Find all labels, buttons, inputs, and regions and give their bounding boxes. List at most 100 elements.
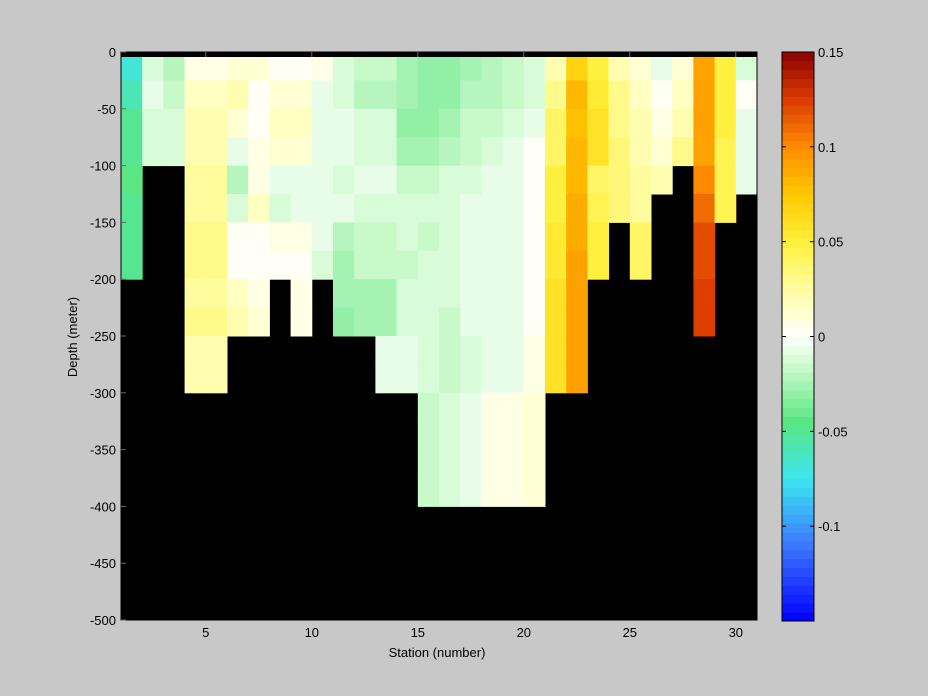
colorbar-swatch xyxy=(782,558,814,569)
heatmap-cell xyxy=(439,194,461,223)
heatmap-cell xyxy=(290,137,313,167)
heatmap-cell xyxy=(227,165,249,195)
heatmap-cell xyxy=(735,80,758,110)
heatmap-cell xyxy=(184,80,207,110)
colorbar-swatch xyxy=(782,603,814,613)
heatmap-cell xyxy=(396,222,419,252)
heatmap-cell xyxy=(375,165,398,195)
heatmap-cell xyxy=(523,336,546,365)
heatmap-cell xyxy=(608,194,631,223)
heatmap-cell xyxy=(523,421,546,451)
heatmap-cell xyxy=(460,250,482,280)
x-tick-label: 10 xyxy=(305,625,319,640)
colorbar-swatch xyxy=(782,140,814,151)
heatmap-cell xyxy=(311,108,334,138)
colorbar-swatch xyxy=(782,487,814,498)
heatmap-cell xyxy=(417,137,440,167)
colorbar-swatch xyxy=(782,354,814,364)
heatmap-cell xyxy=(396,364,419,394)
heatmap-cell xyxy=(121,194,143,223)
heatmap-cell xyxy=(227,137,249,167)
heatmap-cell xyxy=(481,336,504,365)
heatmap-cell xyxy=(566,336,588,365)
colorbar xyxy=(781,51,815,622)
heatmap-cell xyxy=(333,222,355,252)
heatmap-cell xyxy=(545,250,567,280)
heatmap-cell xyxy=(502,364,525,394)
heatmap-cell xyxy=(545,222,567,252)
heatmap-cell xyxy=(439,307,461,337)
heatmap-cell xyxy=(375,364,398,394)
colorbar-swatch xyxy=(782,300,814,311)
heatmap-cell xyxy=(375,307,398,337)
heatmap-cell xyxy=(587,52,610,81)
colorbar-swatch xyxy=(782,149,814,160)
heatmap-cell xyxy=(460,307,482,337)
heatmap-cell xyxy=(396,108,419,138)
y-tick-label: -250 xyxy=(90,329,116,344)
heatmap-cell xyxy=(375,194,398,223)
heatmap-cell xyxy=(290,250,313,280)
colorbar-swatch xyxy=(782,469,814,480)
y-axis-ticks: 0 -50 -100 -150 -200 -250 -300 -350 -400 -450 -500 xyxy=(90,45,126,628)
x-tick-label: 25 xyxy=(623,625,637,640)
heatmap-cell xyxy=(651,52,673,81)
heatmap-cell xyxy=(735,137,758,167)
colorbar-swatch xyxy=(782,567,814,578)
colorbar-tick-label: 0 xyxy=(818,330,825,345)
heatmap-cell xyxy=(290,222,313,252)
heatmap-cell xyxy=(545,52,567,81)
heatmap-cell xyxy=(481,222,504,252)
colorbar-swatch xyxy=(782,532,814,542)
colorbar-swatch xyxy=(782,229,814,240)
heatmap-cell xyxy=(608,52,631,81)
heatmap-cell xyxy=(523,392,546,422)
heatmap-cell xyxy=(417,364,440,394)
y-tick-label: -300 xyxy=(90,386,116,401)
heatmap-cell xyxy=(269,108,292,138)
colorbar-swatch xyxy=(782,123,814,133)
heatmap-cell xyxy=(417,194,440,223)
heatmap-cell xyxy=(460,421,482,451)
heatmap-cell xyxy=(417,336,440,365)
heatmap-cell xyxy=(227,194,249,223)
heatmap-cell xyxy=(205,250,228,280)
heatmap-cell xyxy=(269,250,292,280)
heatmap-cell xyxy=(714,194,737,223)
heatmap-cell xyxy=(375,80,398,110)
heatmap-cell xyxy=(566,165,588,195)
heatmap-cell xyxy=(311,80,334,110)
heatmap-cell xyxy=(375,250,398,280)
y-axis-label: Depth (meter) xyxy=(65,297,80,377)
heatmap-cell xyxy=(714,137,737,167)
heatmap-cell xyxy=(460,165,482,195)
heatmap-cell xyxy=(439,80,461,110)
heatmap-cell xyxy=(205,165,228,195)
heatmap-cell xyxy=(566,222,588,252)
heatmap-cell xyxy=(121,108,143,138)
heatmap-cell xyxy=(417,80,440,110)
heatmap-cell xyxy=(227,222,249,252)
heatmap-cell xyxy=(439,478,461,507)
heatmap-cell xyxy=(269,165,292,195)
heatmap-cell xyxy=(502,421,525,451)
heatmap-cell xyxy=(184,165,207,195)
colorbar-swatch xyxy=(782,283,814,293)
heatmap-cell xyxy=(142,108,164,138)
colorbar-tick-label: 0.05 xyxy=(818,235,843,250)
heatmap-cell xyxy=(502,194,525,223)
colorbar-ticks: 0.15 0.1 0.05 0 -0.05 -0.1 xyxy=(782,45,848,534)
heatmap-cell xyxy=(184,194,207,223)
x-axis-label: Station (number) xyxy=(389,645,486,660)
heatmap-cell xyxy=(205,279,228,309)
colorbar-swatch xyxy=(782,220,814,231)
heatmap-cell xyxy=(290,165,313,195)
heatmap-cell xyxy=(693,137,716,167)
heatmap-cell xyxy=(714,108,737,138)
colorbar-swatch xyxy=(782,496,814,506)
heatmap-cell xyxy=(121,80,143,110)
colorbar-swatch xyxy=(782,380,814,391)
colorbar-tick-label: 0.15 xyxy=(818,45,843,60)
heatmap-cell xyxy=(417,449,440,479)
heatmap-cell xyxy=(651,108,673,138)
